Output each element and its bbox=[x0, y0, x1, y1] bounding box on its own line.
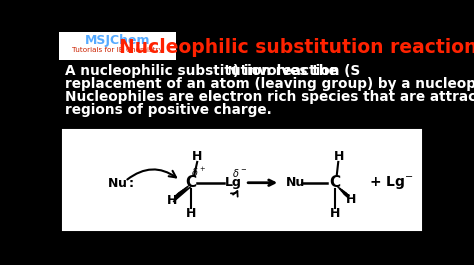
FancyArrowPatch shape bbox=[128, 169, 176, 179]
Polygon shape bbox=[173, 187, 191, 202]
Text: H: H bbox=[330, 207, 340, 220]
Text: Tutorials for IB Chemistry: Tutorials for IB Chemistry bbox=[72, 47, 163, 53]
Text: C: C bbox=[185, 175, 197, 190]
FancyBboxPatch shape bbox=[59, 32, 175, 60]
Text: H: H bbox=[346, 193, 356, 206]
Text: Nucleophiles are electron rich species that are attracted to: Nucleophiles are electron rich species t… bbox=[65, 90, 474, 104]
Text: H: H bbox=[334, 150, 344, 163]
Text: $\delta^-$: $\delta^-$ bbox=[232, 167, 247, 179]
Text: MSJChem: MSJChem bbox=[85, 34, 150, 47]
Text: Lg: Lg bbox=[225, 176, 242, 189]
Text: + Lg$^{-}$: + Lg$^{-}$ bbox=[369, 174, 413, 191]
Text: ) involves the: ) involves the bbox=[233, 64, 337, 78]
Text: Nu: Nu bbox=[286, 176, 305, 189]
FancyArrowPatch shape bbox=[231, 191, 237, 197]
FancyBboxPatch shape bbox=[63, 130, 421, 231]
Text: A nucleophilic substitution reaction (S: A nucleophilic substitution reaction (S bbox=[65, 64, 361, 78]
Text: $\delta^+$: $\delta^+$ bbox=[191, 166, 206, 179]
Text: N: N bbox=[228, 66, 236, 76]
Text: Nu$\bf{:}$: Nu$\bf{:}$ bbox=[107, 177, 135, 190]
Text: H: H bbox=[192, 150, 202, 163]
Text: Nucleophilic substitution reactions: Nucleophilic substitution reactions bbox=[118, 38, 474, 58]
Text: regions of positive charge.: regions of positive charge. bbox=[65, 103, 272, 117]
Text: C: C bbox=[329, 175, 340, 190]
Text: H: H bbox=[186, 207, 196, 220]
Text: replacement of an atom (leaving group) by a nucleophile.: replacement of an atom (leaving group) b… bbox=[65, 77, 474, 91]
Text: H: H bbox=[167, 194, 178, 207]
